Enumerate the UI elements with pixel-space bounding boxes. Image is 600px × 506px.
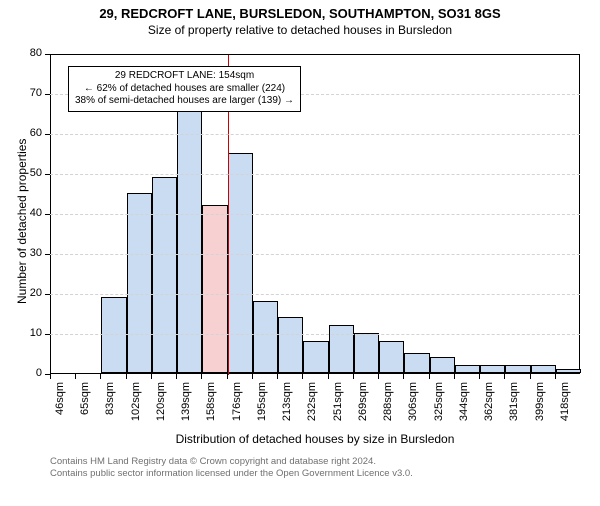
x-tick	[403, 374, 404, 379]
x-tick-label: 232sqm	[306, 382, 318, 426]
y-tick-label: 70	[20, 87, 42, 99]
x-tick	[555, 374, 556, 379]
y-tick-label: 30	[20, 247, 42, 259]
x-tick-label: 120sqm	[155, 382, 167, 426]
x-tick	[454, 374, 455, 379]
y-tick	[45, 254, 50, 255]
footer-attribution: Contains HM Land Registry data © Crown c…	[50, 456, 413, 480]
y-tick	[45, 54, 50, 55]
histogram-bar	[253, 301, 278, 373]
histogram-bar	[228, 153, 253, 373]
histogram-bar	[202, 205, 227, 373]
x-tick	[100, 374, 101, 379]
x-tick-label: 195sqm	[256, 382, 268, 426]
x-tick	[429, 374, 430, 379]
chart-container: 29, REDCROFT LANE, BURSLEDON, SOUTHAMPTO…	[0, 6, 600, 506]
histogram-bar	[101, 297, 126, 373]
histogram-bar	[152, 177, 177, 373]
histogram-bar	[278, 317, 303, 373]
y-tick	[45, 294, 50, 295]
x-tick-label: 139sqm	[180, 382, 192, 426]
x-tick	[479, 374, 480, 379]
x-tick	[353, 374, 354, 379]
histogram-bar	[430, 357, 455, 373]
x-tick	[252, 374, 253, 379]
y-tick-label: 10	[20, 327, 42, 339]
annotation-line: 29 REDCROFT LANE: 154sqm	[75, 70, 294, 83]
y-axis-label: Number of detached properties	[15, 139, 29, 304]
annotation-callout: 29 REDCROFT LANE: 154sqm← 62% of detache…	[68, 66, 301, 112]
grid-line	[50, 134, 580, 135]
x-tick	[201, 374, 202, 379]
x-tick-label: 213sqm	[281, 382, 293, 426]
histogram-bar	[379, 341, 404, 373]
histogram-bar	[404, 353, 429, 373]
x-tick	[504, 374, 505, 379]
x-tick-label: 399sqm	[534, 382, 546, 426]
footer-line-1: Contains HM Land Registry data © Crown c…	[50, 456, 413, 468]
x-tick-label: 381sqm	[508, 382, 520, 426]
y-tick	[45, 334, 50, 335]
histogram-bar	[303, 341, 328, 373]
x-tick-label: 306sqm	[407, 382, 419, 426]
histogram-bar	[480, 365, 505, 373]
grid-line	[50, 334, 580, 335]
histogram-bar	[127, 193, 152, 373]
y-tick-label: 40	[20, 207, 42, 219]
y-tick	[45, 134, 50, 135]
y-tick-label: 0	[20, 367, 42, 379]
x-tick	[328, 374, 329, 379]
x-tick-label: 362sqm	[483, 382, 495, 426]
x-tick	[75, 374, 76, 379]
title-main: 29, REDCROFT LANE, BURSLEDON, SOUTHAMPTO…	[0, 6, 600, 21]
y-tick	[45, 174, 50, 175]
x-tick	[378, 374, 379, 379]
x-axis-label: Distribution of detached houses by size …	[50, 432, 580, 446]
grid-line	[50, 174, 580, 175]
grid-line	[50, 294, 580, 295]
x-tick-label: 176sqm	[231, 382, 243, 426]
histogram-bar	[531, 365, 556, 373]
x-tick	[302, 374, 303, 379]
x-tick-label: 288sqm	[382, 382, 394, 426]
annotation-line: 38% of semi-detached houses are larger (…	[75, 95, 294, 108]
x-tick	[50, 374, 51, 379]
title-sub: Size of property relative to detached ho…	[0, 23, 600, 37]
x-tick	[530, 374, 531, 379]
y-tick-label: 20	[20, 287, 42, 299]
x-tick	[151, 374, 152, 379]
histogram-bar	[177, 105, 202, 373]
x-tick	[126, 374, 127, 379]
x-tick	[277, 374, 278, 379]
x-tick-label: 83sqm	[104, 382, 116, 426]
y-tick-label: 50	[20, 167, 42, 179]
x-tick-label: 46sqm	[54, 382, 66, 426]
annotation-line: ← 62% of detached houses are smaller (22…	[75, 83, 294, 96]
x-tick	[227, 374, 228, 379]
x-tick-label: 158sqm	[205, 382, 217, 426]
histogram-bar	[505, 365, 530, 373]
x-tick-label: 418sqm	[559, 382, 571, 426]
y-tick	[45, 94, 50, 95]
y-tick-label: 60	[20, 127, 42, 139]
x-tick-label: 344sqm	[458, 382, 470, 426]
x-tick-label: 325sqm	[433, 382, 445, 426]
histogram-bar	[354, 333, 379, 373]
histogram-bar	[329, 325, 354, 373]
x-tick-label: 102sqm	[130, 382, 142, 426]
histogram-bar	[455, 365, 480, 373]
footer-line-2: Contains public sector information licen…	[50, 468, 413, 480]
grid-line	[50, 254, 580, 255]
y-tick	[45, 214, 50, 215]
x-tick-label: 269sqm	[357, 382, 369, 426]
x-tick	[176, 374, 177, 379]
y-tick-label: 80	[20, 47, 42, 59]
x-tick-label: 251sqm	[332, 382, 344, 426]
histogram-bar	[556, 369, 581, 373]
x-tick-label: 65sqm	[79, 382, 91, 426]
grid-line	[50, 214, 580, 215]
